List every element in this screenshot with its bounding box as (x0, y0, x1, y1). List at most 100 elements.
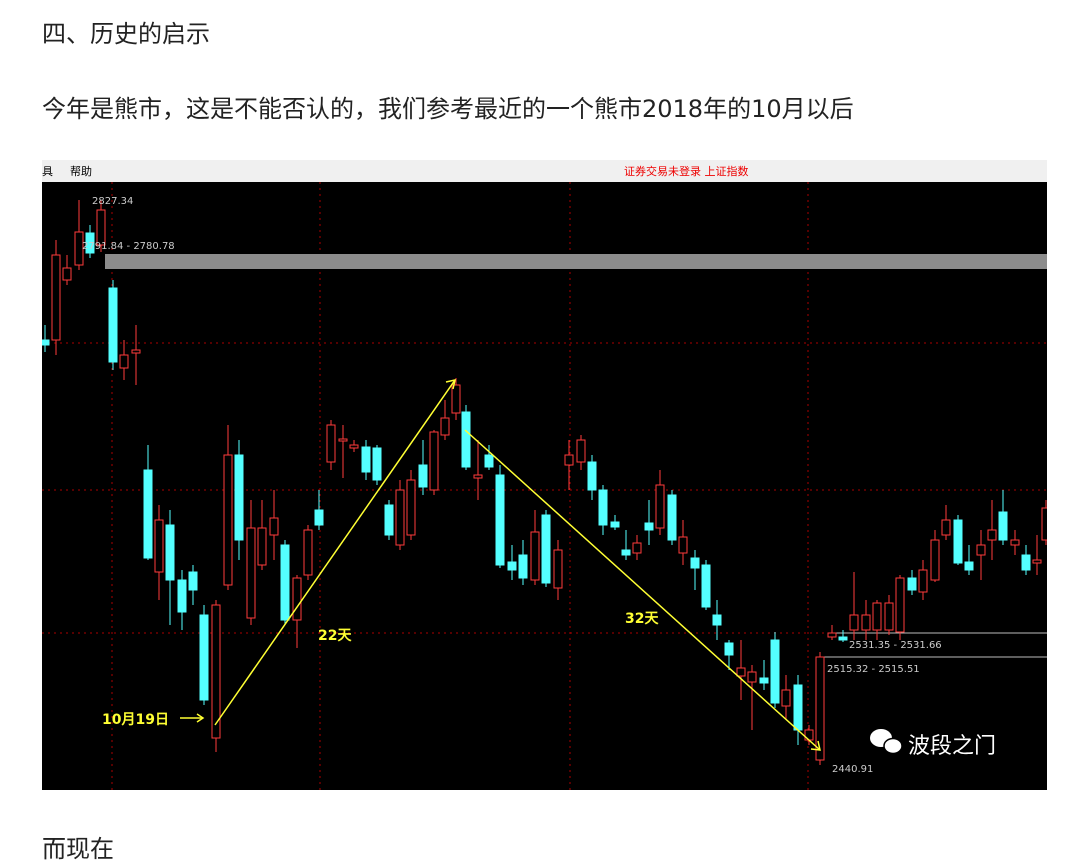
candle-body (461, 411, 471, 468)
candle-body (872, 602, 882, 631)
menu-item[interactable]: 具 (42, 165, 53, 178)
candle-body (895, 577, 905, 633)
candle-body (564, 454, 574, 466)
candle-body (1032, 559, 1042, 564)
price-band (105, 254, 1047, 269)
menu-item[interactable]: 帮助 (70, 164, 92, 178)
candle-body (234, 454, 244, 541)
candle-body (495, 474, 505, 566)
candle-body (372, 447, 382, 481)
candle-body (473, 474, 483, 479)
candle-body (678, 536, 688, 554)
candle-body (598, 489, 608, 526)
candle-body (930, 539, 940, 581)
candle-body (211, 604, 221, 739)
candle-body (976, 544, 986, 556)
candle-body (269, 517, 279, 536)
candle-body (246, 527, 256, 619)
candle-body (907, 577, 917, 591)
candle-body (553, 549, 563, 589)
candle-body (143, 469, 153, 559)
price-label: 2515.32 - 2515.51 (827, 664, 920, 675)
candle-body (406, 479, 416, 536)
chart-area (42, 182, 1047, 790)
menu-bar (42, 160, 1047, 182)
candle-body (587, 461, 597, 491)
candle-body (849, 614, 859, 631)
candle-body (177, 579, 187, 613)
candle-body (257, 527, 267, 566)
candle-body (51, 254, 61, 341)
candle-body (96, 209, 106, 246)
candle-body (314, 509, 324, 526)
candle-body (701, 564, 711, 608)
wechat-icon (870, 729, 903, 755)
candle-body (884, 602, 894, 631)
candle-body (655, 484, 665, 529)
candle-body (108, 287, 118, 363)
price-label: 2827.34 (92, 196, 133, 207)
candle-body (621, 549, 631, 556)
candle-body (793, 684, 803, 731)
candle-body (303, 529, 313, 576)
candle-body (632, 542, 642, 554)
annotation: 22天 (318, 628, 352, 644)
candle-body (280, 544, 290, 621)
annotation: 10月19日 (102, 712, 169, 728)
candle-body (576, 439, 586, 463)
footer-text: 而现在 (42, 835, 114, 863)
candle-body (987, 529, 997, 541)
price-label: 2791.84 - 2780.78 (82, 241, 175, 252)
candle-body (610, 521, 620, 528)
candle-body (188, 571, 198, 591)
candle-body (736, 667, 746, 677)
candle-body (541, 514, 551, 584)
candle-body (349, 444, 359, 449)
candle-body (338, 438, 348, 442)
candle-body (154, 519, 164, 573)
candle-body (941, 519, 951, 536)
candle-body (918, 569, 928, 593)
candle-body (384, 504, 394, 536)
candle-body (507, 561, 517, 571)
candle-body (827, 632, 837, 638)
candle-body (518, 554, 528, 579)
candle-body (644, 522, 654, 531)
candle-body (429, 431, 439, 491)
candle-body (74, 231, 84, 266)
candle-body (747, 671, 757, 683)
candle-body (530, 531, 540, 581)
candle-body (131, 349, 141, 354)
trend-lines (180, 379, 821, 751)
candle-body (1041, 507, 1047, 541)
candle-body (85, 232, 95, 254)
candle-body (119, 354, 129, 369)
candle-body (292, 577, 302, 621)
candle-body (964, 561, 974, 571)
candle-body (361, 446, 371, 473)
candle-body (712, 614, 722, 626)
candle-body (815, 656, 825, 761)
candle-body (781, 689, 791, 707)
candle-body (724, 642, 734, 656)
candle-body (42, 339, 50, 346)
candle-body (861, 614, 871, 631)
heading: 四、历史的启示 (42, 20, 210, 48)
price-label: 2531.35 - 2531.66 (849, 640, 942, 651)
price-label: 2440.91 (832, 764, 873, 775)
candle-body (165, 524, 175, 581)
candle-body (998, 511, 1008, 541)
watermark: 波段之门 (908, 734, 996, 759)
candle-body (451, 384, 461, 414)
candle-body (440, 417, 450, 436)
candles (42, 200, 1047, 765)
annotation: 32天 (625, 611, 659, 627)
candle-body (484, 454, 494, 468)
stock-screenshot: 具 帮助 证券交易未登录 上证指数 2827.34 2791.84 - 2780… (42, 160, 1047, 790)
candle-body (418, 464, 428, 488)
candle-body (395, 489, 405, 546)
candle-body (759, 677, 769, 684)
candle-body (199, 614, 209, 701)
paragraph: 今年是熊市，这是不能否认的，我们参考最近的一个熊市2018年的10月以后 (42, 95, 854, 123)
